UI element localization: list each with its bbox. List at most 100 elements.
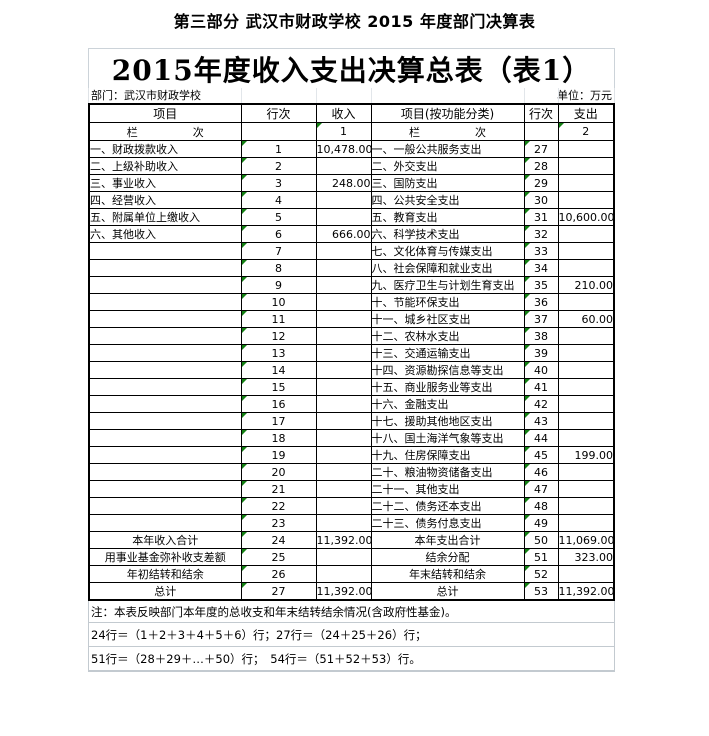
- table-row: 二、上级补助收入 2 二、外交支出 28: [88, 157, 615, 175]
- cell-expense-value: [557, 497, 615, 515]
- cell-income-value: [315, 276, 372, 294]
- cell-income-item: 年初结转和结余: [88, 565, 242, 583]
- cell-expense-value: [557, 395, 615, 413]
- cell-line-no: 43: [523, 412, 559, 430]
- cell-expense-value: [557, 225, 615, 243]
- table-row: 22 二十二、债务还本支出 48: [88, 497, 615, 515]
- cell-income-value: [315, 446, 372, 464]
- cell-expense-item: 年末结转和结余: [370, 565, 525, 583]
- cell-line-no: 12: [240, 327, 317, 345]
- cell-expense-item: 十、节能环保支出: [370, 293, 525, 311]
- cell-expense-item: 二十二、债务还本支出: [370, 497, 525, 515]
- cell-expense-item: 十九、住房保障支出: [370, 446, 525, 464]
- cell-line-no: 11: [240, 310, 317, 328]
- table-row: 9 九、医疗卫生与计划生育支出 35 210.00: [88, 276, 615, 294]
- cell-expense-value: 11,069.00: [557, 531, 615, 549]
- cell-expense-item: 十四、资源勘探信息等支出: [370, 361, 525, 379]
- cell-line-no: 33: [523, 242, 559, 260]
- table-row: 11 十一、城乡社区支出 37 60.00: [88, 310, 615, 328]
- cell-line-no: 27: [240, 582, 317, 601]
- table-row: 本年收入合计 24 11,392.00 本年支出合计 50 11,069.00: [88, 531, 615, 549]
- cell-income-item: 三、事业收入: [88, 174, 242, 192]
- cell-expense-value: [557, 157, 615, 175]
- cell-income-item: [88, 293, 242, 311]
- cell-line-no: 7: [240, 242, 317, 260]
- cell-expense-item: 六、科学技术支出: [370, 225, 525, 243]
- cell-expense-item: 五、教育支出: [370, 208, 525, 226]
- cell-line-no: 41: [523, 378, 559, 396]
- cell-line-no: 20: [240, 463, 317, 481]
- table-title: 2015年度收入支出决算总表（表1）: [88, 48, 615, 88]
- cell-line-no: 9: [240, 276, 317, 294]
- table-row: 8 八、社会保障和就业支出 34: [88, 259, 615, 277]
- cell-line-no: 46: [523, 463, 559, 481]
- cell-line-no: 4: [240, 191, 317, 209]
- cell-income-value: [315, 157, 372, 175]
- cell-income-value: [315, 310, 372, 328]
- cell-income-item: [88, 276, 242, 294]
- table-row: 一、财政拨款收入 1 10,478.00 一、一般公共服务支出 27: [88, 140, 615, 158]
- cell-line-no: 37: [523, 310, 559, 328]
- cell-income-item: 用事业基金弥补收支差额: [88, 548, 242, 566]
- cell-expense-item: 十六、金融支出: [370, 395, 525, 413]
- cell-line-no: 2: [240, 157, 317, 175]
- column-index-label: 栏 次: [370, 122, 525, 141]
- cell-line-no: 15: [240, 378, 317, 396]
- cell-expense-item: 九、医疗卫生与计划生育支出: [370, 276, 525, 294]
- cell-expense-value: 60.00: [557, 310, 615, 328]
- cell-line-no: 30: [523, 191, 559, 209]
- cell-income-item: 五、附属单位上缴收入: [88, 208, 242, 226]
- cell-line-no: 31: [523, 208, 559, 226]
- cell-line-no: 13: [240, 344, 317, 362]
- cell-expense-item: 结余分配: [370, 548, 525, 566]
- cell-expense-value: [557, 480, 615, 498]
- cell-expense-item: 三、国防支出: [370, 174, 525, 192]
- cell-income-value: [315, 327, 372, 345]
- cell-income-item: [88, 429, 242, 447]
- cell-expense-value: [557, 293, 615, 311]
- cell-income-item: [88, 310, 242, 328]
- column-index-blank: [523, 122, 559, 141]
- cell-income-value: [315, 412, 372, 430]
- cell-income-value: 248.00: [315, 174, 372, 192]
- table-row: 17 十七、援助其他地区支出 43: [88, 412, 615, 430]
- cell-income-value: 10,478.00: [315, 140, 372, 158]
- cell-income-item: [88, 514, 242, 532]
- note-formula-line: 51行＝（28＋29＋…＋50）行； 54行＝（51＋52＋53）行。: [89, 647, 614, 671]
- cell-income-item: [88, 361, 242, 379]
- cell-line-no: 40: [523, 361, 559, 379]
- col-header-item-functional: 项目(按功能分类): [370, 103, 525, 123]
- cell-expense-item: 七、文化体育与传媒支出: [370, 242, 525, 260]
- cell-income-value: [315, 242, 372, 260]
- table-row: 六、其他收入 6 666.00 六、科学技术支出 32: [88, 225, 615, 243]
- cell-income-value: [315, 514, 372, 532]
- cell-income-item: [88, 344, 242, 362]
- cell-income-value: [315, 344, 372, 362]
- cell-expense-value: [557, 242, 615, 260]
- cell-expense-value: 199.00: [557, 446, 615, 464]
- cell-line-no: 47: [523, 480, 559, 498]
- cell-expense-item: 总计: [370, 582, 525, 601]
- cell-income-value: [315, 361, 372, 379]
- table-row: 四、经营收入 4 四、公共安全支出 30: [88, 191, 615, 209]
- table-subheader-row: 部门：武汉市财政学校 单位：万元: [88, 88, 615, 103]
- cell-expense-value: [557, 429, 615, 447]
- budget-table: 2015年度收入支出决算总表（表1） 部门：武汉市财政学校 单位：万元 项目 行…: [88, 48, 615, 672]
- department-label: 部门：武汉市财政学校: [91, 89, 201, 102]
- cell-expense-item: 二十三、债务付息支出: [370, 514, 525, 532]
- cell-income-item: 本年收入合计: [88, 531, 242, 549]
- cell-line-no: 8: [240, 259, 317, 277]
- cell-expense-item: 十五、商业服务业等支出: [370, 378, 525, 396]
- cell-income-item: 六、其他收入: [88, 225, 242, 243]
- cell-expense-value: [557, 514, 615, 532]
- cell-line-no: 53: [523, 582, 559, 601]
- cell-expense-value: 323.00: [557, 548, 615, 566]
- cell-line-no: 5: [240, 208, 317, 226]
- cell-line-no: 48: [523, 497, 559, 515]
- cell-income-item: 四、经营收入: [88, 191, 242, 209]
- cell-expense-item: 一、一般公共服务支出: [370, 140, 525, 158]
- column-index-label: 栏 次: [88, 122, 242, 141]
- column-index-row: 栏 次 1 栏 次 2: [88, 122, 615, 141]
- gridline: [524, 88, 525, 103]
- cell-line-no: 17: [240, 412, 317, 430]
